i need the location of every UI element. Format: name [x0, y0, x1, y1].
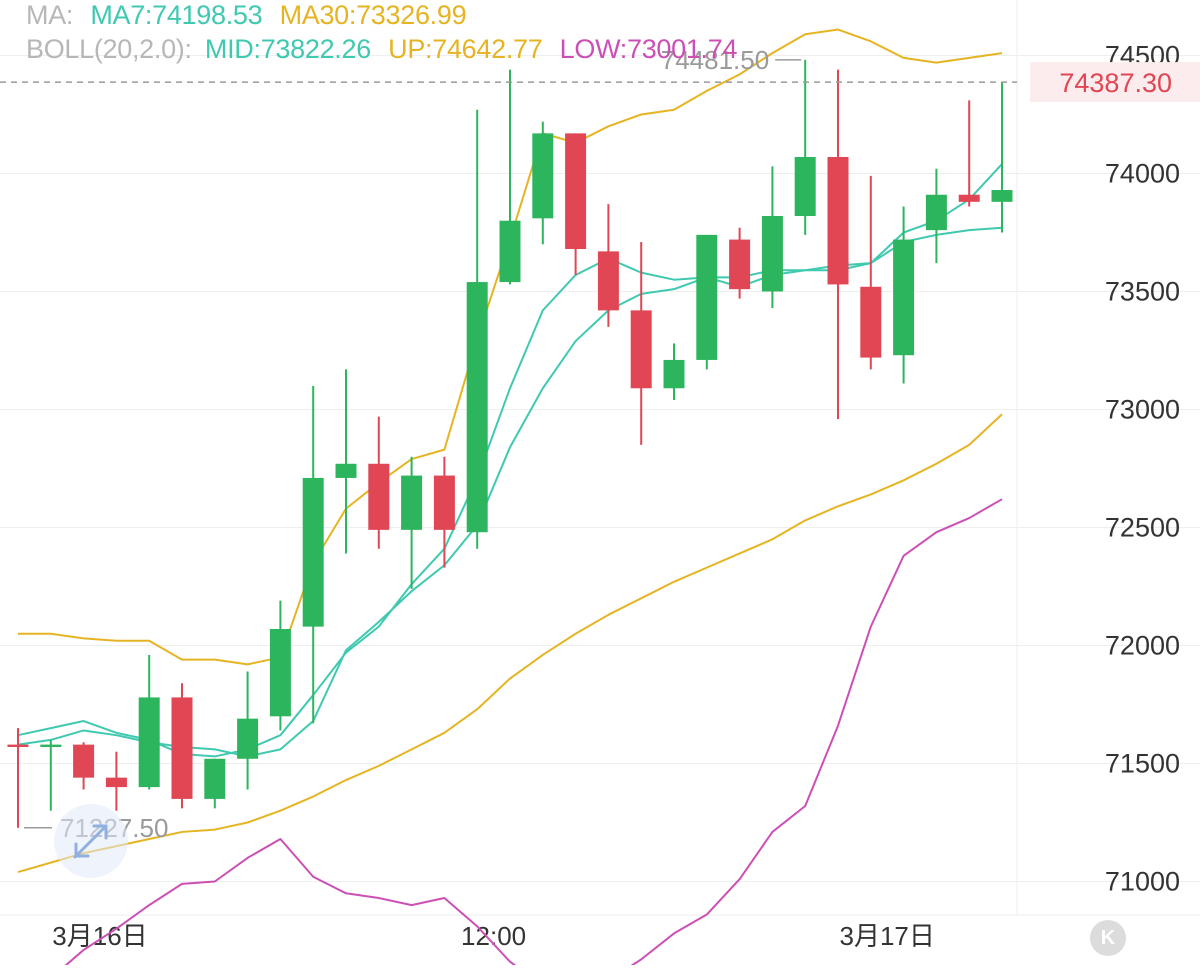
- candle: [565, 133, 587, 275]
- y-tick-label: 74000: [1105, 159, 1180, 189]
- candle: [237, 671, 259, 790]
- candle: [761, 166, 783, 309]
- y-tick-label: 71000: [1105, 867, 1180, 897]
- candle-body: [499, 220, 521, 283]
- candle: [663, 343, 685, 401]
- candle-body: [40, 744, 62, 747]
- candle: [532, 121, 554, 245]
- candle-body: [827, 156, 849, 285]
- candle: [105, 751, 127, 811]
- candle: [204, 758, 226, 809]
- candle: [73, 742, 95, 790]
- ma-legend-label: MA:: [26, 0, 74, 30]
- ma-legend: MA: MA7:74198.53 MA30:73326.99: [26, 0, 476, 31]
- candle-body: [171, 697, 193, 799]
- candle: [368, 416, 390, 549]
- candle: [696, 234, 718, 370]
- candle-body: [433, 475, 455, 530]
- candle-body: [204, 758, 226, 799]
- x-tick-label: 3月17日: [840, 921, 935, 951]
- last-price-tag: [1030, 62, 1200, 103]
- candle: [138, 654, 160, 790]
- candle: [466, 109, 488, 549]
- candle: [925, 168, 947, 264]
- boll-mid-legend: MID:73822.26: [204, 34, 371, 64]
- candle-body: [269, 628, 291, 717]
- candle-body: [991, 190, 1013, 202]
- ma7-legend: MA7:74198.53: [90, 0, 263, 30]
- candle-body: [565, 133, 587, 250]
- k-icon[interactable]: K: [1090, 920, 1126, 956]
- candle-body: [663, 359, 685, 389]
- boll-legend-label: BOLL(20,2.0):: [26, 34, 192, 64]
- candle: [958, 100, 980, 207]
- candle-body: [860, 286, 882, 358]
- candle: [794, 59, 816, 235]
- x-tick-label: 12:00: [461, 921, 526, 951]
- candle-body: [466, 282, 488, 533]
- candle: [991, 82, 1013, 233]
- y-tick-label: 72000: [1105, 631, 1180, 661]
- candle-body: [630, 310, 652, 389]
- candle-body: [401, 475, 423, 530]
- candle-body: [893, 239, 915, 356]
- candle-body: [761, 215, 783, 292]
- candle-body: [696, 234, 718, 360]
- candle: [499, 69, 521, 285]
- candle: [269, 600, 291, 731]
- candle: [171, 683, 193, 809]
- candle-body: [302, 477, 324, 627]
- candle-body: [105, 777, 127, 788]
- boll-low-line: [58, 498, 1003, 970]
- expand-icon: [73, 824, 108, 859]
- ma30-legend: MA30:73326.99: [279, 0, 467, 30]
- fullscreen-button[interactable]: [54, 804, 128, 878]
- candle-body: [729, 239, 751, 290]
- candle: [630, 241, 652, 445]
- y-tick-label: 72500: [1105, 513, 1180, 543]
- candle-body: [925, 194, 947, 231]
- ma30-line: [17, 413, 1003, 874]
- y-tick-label: 73500: [1105, 277, 1180, 307]
- high-marker-label: 74481.50: [661, 45, 769, 75]
- candle-body: [7, 744, 29, 747]
- candle: [335, 369, 357, 554]
- candle: [7, 728, 29, 828]
- candle: [433, 456, 455, 568]
- boll-low-legend: LOW:73001.74: [559, 34, 738, 64]
- y-tick-label: 73000: [1105, 395, 1180, 425]
- candle-body: [532, 133, 554, 219]
- candle: [40, 739, 62, 811]
- candle: [302, 385, 324, 724]
- candle-body: [237, 718, 259, 759]
- candle: [893, 206, 915, 384]
- candle-body: [958, 194, 980, 202]
- y-tick-label: 71500: [1105, 749, 1180, 779]
- last-price-label: 74387.30: [1059, 68, 1172, 98]
- boll-legend: BOLL(20,2.0): MID:73822.26 UP:74642.77 L…: [26, 34, 747, 65]
- candle-body: [138, 697, 160, 788]
- candle-body: [73, 744, 95, 778]
- candle: [401, 456, 423, 589]
- candle-body: [335, 463, 357, 478]
- candle: [729, 227, 751, 299]
- boll-up-legend: UP:74642.77: [388, 34, 543, 64]
- candle-body: [368, 463, 390, 530]
- candle: [597, 204, 619, 327]
- candle-body: [597, 251, 619, 311]
- candle: [860, 175, 882, 370]
- candle-body: [794, 156, 816, 216]
- x-tick-label: 3月16日: [52, 921, 147, 951]
- candle: [827, 69, 849, 419]
